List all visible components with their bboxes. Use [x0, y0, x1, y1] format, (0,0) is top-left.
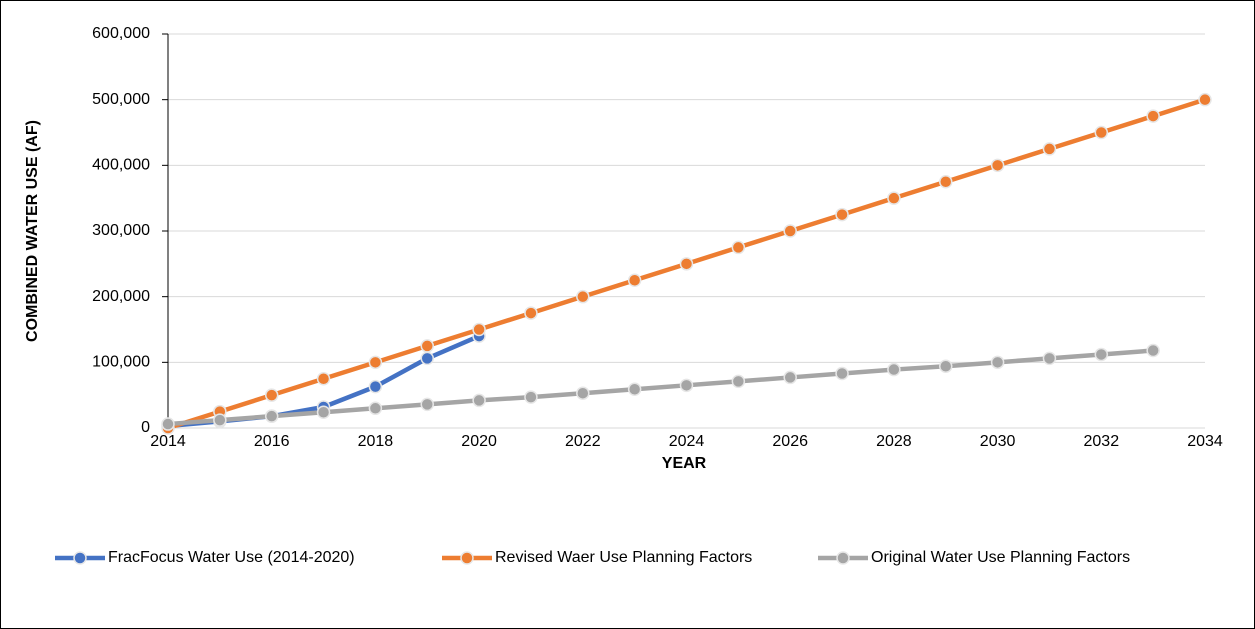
data-point [627, 273, 642, 287]
x-axis-title: YEAR [662, 455, 707, 472]
x-tick-label: 2032 [1084, 433, 1120, 450]
data-point [420, 351, 434, 366]
series-line [167, 348, 1154, 427]
data-point [161, 417, 175, 431]
data-point [524, 390, 538, 404]
legend-label: Revised Waer Use Planning Factors [495, 549, 752, 566]
data-point [731, 240, 746, 255]
data-point [990, 355, 1005, 370]
data-point [420, 339, 434, 353]
data-point [420, 397, 434, 412]
data-point [524, 306, 538, 320]
data-point [368, 401, 383, 416]
y-tick-label: 400,000 [92, 157, 150, 174]
data-point [783, 224, 797, 238]
data-point [627, 382, 642, 397]
x-tick-label: 2018 [358, 433, 394, 450]
data-point [472, 322, 486, 337]
data-point [576, 386, 590, 400]
data-point [368, 379, 383, 394]
data-point [887, 191, 901, 205]
data-point [679, 257, 694, 271]
x-tick-label: 2014 [150, 433, 186, 450]
data-point [1146, 109, 1160, 123]
data-point [1198, 92, 1212, 107]
y-tick-label: 200,000 [92, 288, 150, 305]
x-tick-label: 2026 [772, 433, 808, 450]
x-tick-label: 2020 [461, 433, 497, 450]
y-tick-label: 600,000 [92, 25, 150, 42]
y-tick-label: 0 [141, 419, 150, 436]
data-point [1094, 347, 1109, 362]
y-tick-label: 500,000 [92, 91, 150, 108]
x-tick-label: 2034 [1187, 433, 1223, 450]
legend-label: Original Water Use Planning Factors [871, 549, 1130, 566]
data-point [472, 393, 486, 408]
data-point [835, 366, 849, 381]
data-point [316, 372, 331, 386]
data-point [1042, 351, 1057, 366]
legend-marker [73, 551, 87, 565]
y-tick-label: 300,000 [92, 222, 150, 239]
data-point [939, 175, 953, 189]
data-point [576, 289, 590, 304]
data-point [731, 374, 746, 389]
x-tick-label: 2016 [254, 433, 290, 450]
x-tick-label: 2030 [980, 433, 1016, 450]
data-point [1146, 343, 1160, 358]
x-tick-label: 2022 [565, 433, 601, 450]
data-point [316, 405, 331, 419]
data-point [939, 359, 953, 374]
data-point [783, 370, 797, 385]
data-point [213, 413, 227, 427]
legend-marker [460, 551, 474, 565]
data-point [990, 158, 1005, 173]
y-tick-label: 100,000 [92, 354, 150, 371]
data-point [835, 207, 849, 222]
x-tick-label: 2024 [669, 433, 705, 450]
legend-marker [836, 551, 850, 565]
data-point [1094, 125, 1109, 140]
data-point [368, 355, 383, 370]
data-point [1042, 142, 1057, 156]
data-point [679, 378, 694, 393]
y-axis-title: COMBINED WATER USE (AF) [24, 120, 41, 342]
data-point [887, 362, 901, 377]
data-point [264, 388, 279, 402]
data-point [264, 409, 279, 423]
legend-label: FracFocus Water Use (2014-2020) [108, 549, 355, 566]
x-tick-label: 2028 [876, 433, 912, 450]
